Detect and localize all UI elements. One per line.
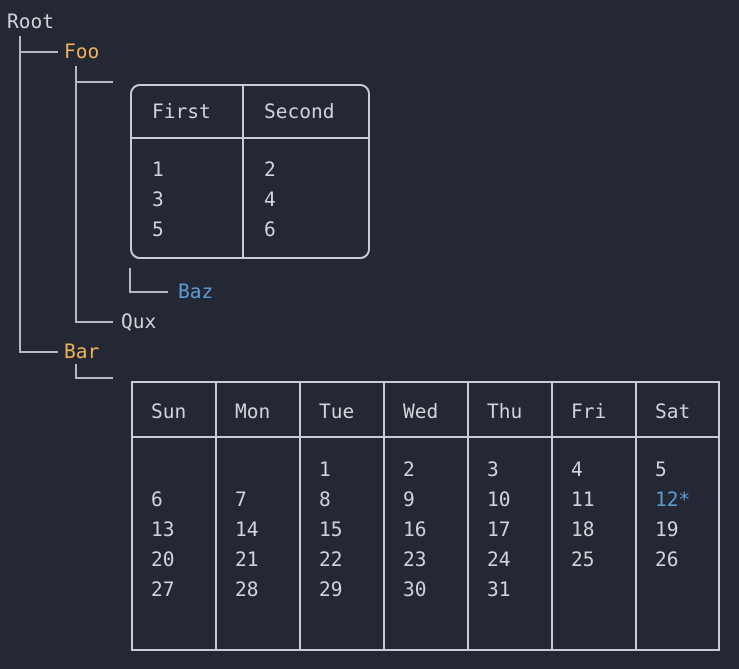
calendar-day: 6 (151, 488, 163, 511)
tree-branch-bar (19, 351, 58, 353)
calendar-day: 14 (235, 518, 259, 541)
calendar-day (151, 455, 215, 485)
tree-node-baz: Baz (178, 280, 214, 303)
calendar-day: 25 (571, 548, 595, 571)
tree-node-foo: Foo (64, 40, 100, 63)
calendar-day: 31 (487, 578, 511, 601)
tree-branch-baz (129, 291, 168, 293)
calendar-day: 28 (235, 578, 259, 601)
calendar-day: 20 (151, 548, 175, 571)
calendar-day: 7 (235, 488, 247, 511)
calendar-day: 27 (151, 578, 175, 601)
calendar-header-mon: Mon (215, 383, 299, 438)
calendar-day (655, 575, 718, 605)
calendar-day: 17 (487, 518, 511, 541)
calendar-day: 16 (403, 518, 427, 541)
table-cell: 3 (152, 188, 164, 211)
calendar-day: 2 (403, 458, 415, 481)
calendar-day: 23 (403, 548, 427, 571)
calendar-column-fri: 4 11 18 25 (551, 438, 635, 649)
calendar-day-highlighted: 12* (655, 488, 691, 511)
table-cell: 6 (264, 218, 276, 241)
calendar-day (571, 575, 635, 605)
calendar-day: 18 (571, 518, 595, 541)
calendar-header-tue: Tue (299, 383, 383, 438)
first-second-table: First Second 1 3 5 2 4 6 (130, 84, 370, 259)
tree-branch-table (75, 81, 113, 83)
calendar-column-sat: 5 12* 19 26 (635, 438, 718, 649)
calendar-column-wed: 2 9 16 23 30 (383, 438, 467, 649)
tree-guide-table-vertical (129, 268, 131, 293)
tree-node-bar: Bar (64, 340, 100, 363)
tree-guide-bar-vertical (75, 364, 77, 379)
calendar-column-sun: 6 13 20 27 (133, 438, 215, 649)
calendar-header-thu: Thu (467, 383, 551, 438)
tree-node-root: Root (7, 10, 54, 33)
calendar-day: 24 (487, 548, 511, 571)
calendar-column-tue: 1 8 15 22 29 (299, 438, 383, 649)
calendar-header-fri: Fri (551, 383, 635, 438)
calendar-day: 29 (319, 578, 343, 601)
tree-node-qux: Qux (121, 310, 157, 333)
calendar-day (235, 455, 299, 485)
calendar-day: 9 (403, 488, 415, 511)
calendar-day: 13 (151, 518, 175, 541)
table-header-first: First (132, 86, 242, 139)
table-column-second: 2 4 6 (242, 139, 368, 257)
calendar-day: 10 (487, 488, 511, 511)
calendar-table: Sun Mon Tue Wed Thu Fri Sat 6 13 20 27 7… (131, 381, 720, 651)
calendar-header-sun: Sun (133, 383, 215, 438)
calendar-day: 1 (319, 458, 331, 481)
tree-branch-qux (75, 321, 113, 323)
tree-branch-foo (19, 51, 58, 53)
calendar-column-thu: 3 10 17 24 31 (467, 438, 551, 649)
table-cell: 5 (152, 218, 164, 241)
calendar-day: 15 (319, 518, 343, 541)
table-cell: 4 (264, 188, 276, 211)
table-header-second: Second (242, 86, 368, 139)
calendar-day: 26 (655, 548, 679, 571)
calendar-day: 22 (319, 548, 343, 571)
calendar-day: 3 (487, 458, 499, 481)
calendar-day: 4 (571, 458, 583, 481)
tree-branch-calendar (75, 377, 113, 379)
calendar-day: 30 (403, 578, 427, 601)
calendar-day: 8 (319, 488, 331, 511)
table-column-first: 1 3 5 (132, 139, 242, 257)
calendar-header-wed: Wed (383, 383, 467, 438)
calendar-day: 5 (655, 458, 667, 481)
tree-guide-foo-vertical (75, 66, 77, 323)
table-cell: 2 (264, 158, 276, 181)
calendar-day: 21 (235, 548, 259, 571)
tree-guide-root-vertical (19, 36, 21, 353)
calendar-day: 11 (571, 488, 595, 511)
calendar-header-sat: Sat (635, 383, 718, 438)
table-cell: 1 (152, 158, 164, 181)
calendar-day: 19 (655, 518, 679, 541)
calendar-column-mon: 7 14 21 28 (215, 438, 299, 649)
